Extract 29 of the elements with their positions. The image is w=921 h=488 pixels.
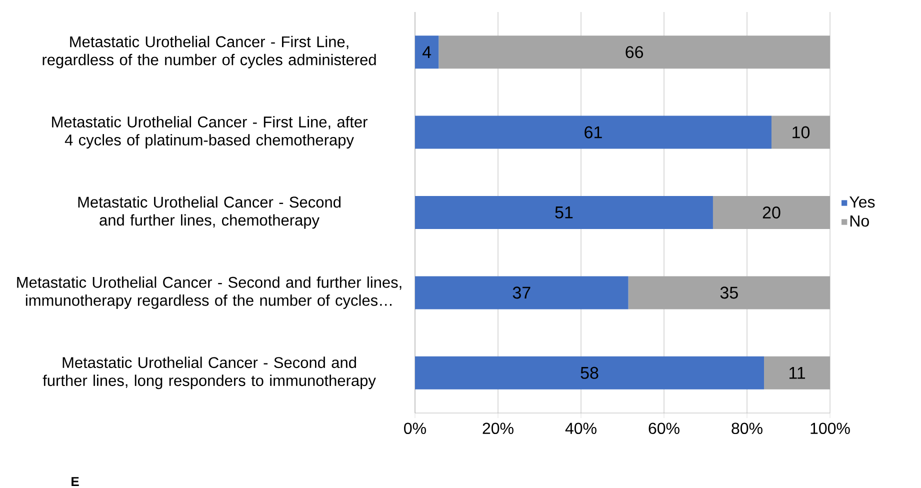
annotation: 11 (789, 367, 806, 379)
x-tick-label: 40% (565, 422, 596, 434)
y-tick-label: Metastatic Urothelial Cancer - Second and further lines, chemotherapy (78, 196, 340, 229)
annotation: 37 (512, 286, 530, 299)
x-tick-label: 80% (732, 422, 762, 434)
legend-label: Yes (850, 196, 875, 208)
annotation: 35 (720, 286, 738, 299)
annotation: 66 (626, 46, 644, 58)
x-tick-label: 60% (648, 422, 680, 434)
annotation: 58 (580, 366, 598, 379)
bar (415, 116, 772, 149)
y-tick-label: Metastatic Urothelial Cancer - First Line, after 4 cycles of platinum-based chemotherapy (52, 116, 368, 149)
annotation: 4 (422, 46, 432, 58)
y-tick-label: Metastatic Urothelial Cancer - Second and further lines, immunotherapy regardless of the number of cycles… (17, 276, 402, 309)
bar (415, 356, 764, 390)
x-tick-label: 0% (404, 422, 426, 434)
legend-label: No (850, 215, 869, 227)
text: E (72, 477, 79, 486)
bar (415, 196, 713, 230)
bar (415, 276, 628, 310)
annotation: 61 (584, 126, 602, 138)
annotation: 10 (792, 126, 810, 138)
bar (415, 36, 439, 69)
annotation: 51 (555, 206, 573, 218)
annotation: 20 (762, 206, 780, 219)
x-tick-label: 100% (810, 422, 850, 434)
x-tick-label: 20% (482, 422, 514, 434)
y-tick-label: Metastatic Urothelial Cancer - First Line, regardless of the number of cycles administered (42, 36, 376, 68)
y-tick-label: Metastatic Urothelial Cancer - Second and further lines, long responders to immunotherapy (42, 356, 376, 390)
